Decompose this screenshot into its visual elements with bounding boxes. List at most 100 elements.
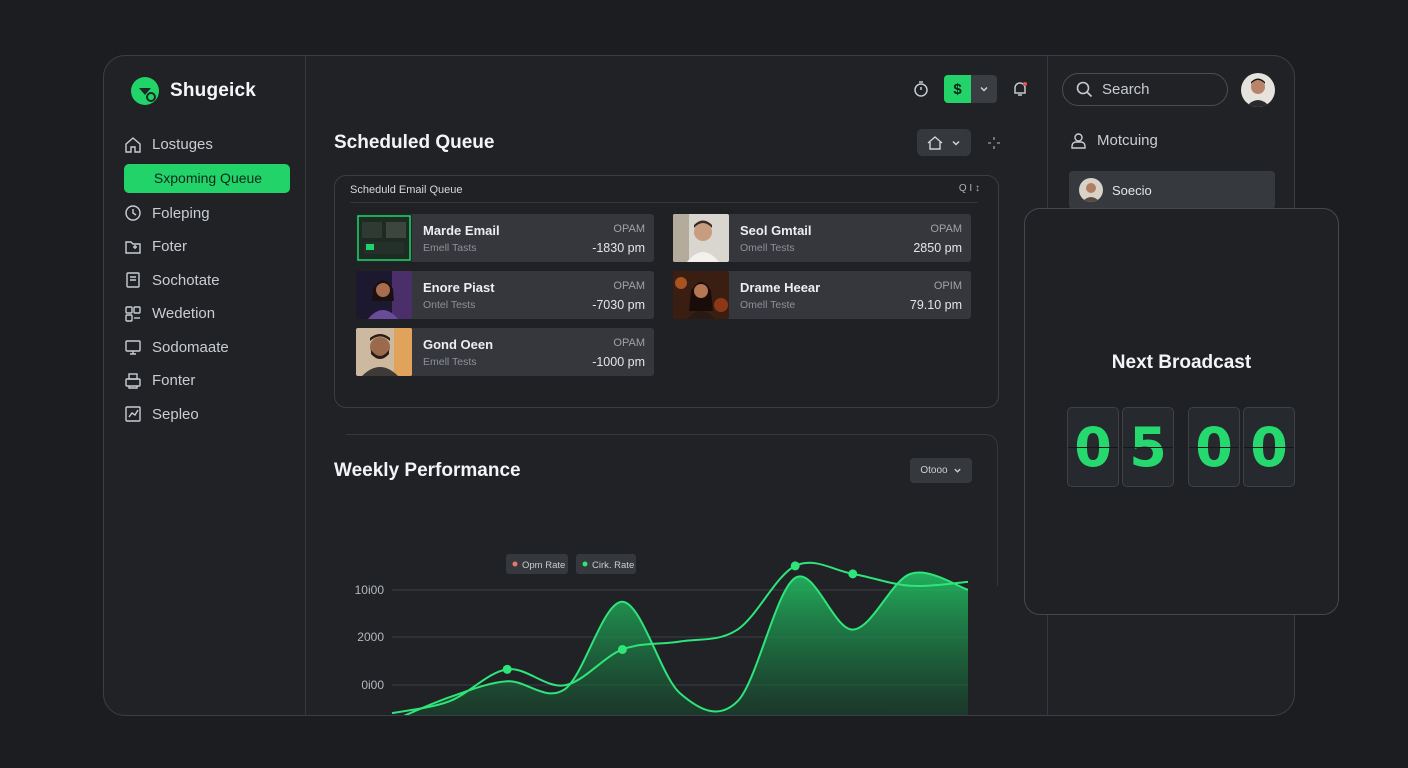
email-queue-panel: Scheduld Email Queue Q I ↕ Marde Email E… <box>334 175 999 408</box>
performance-title: Weekly Performance <box>334 460 521 481</box>
data-point <box>848 569 858 579</box>
card-ampm: OPAM <box>613 337 645 349</box>
chevron-down-icon[interactable] <box>971 75 997 103</box>
search-input[interactable]: Search <box>1062 73 1228 106</box>
performance-panel-border <box>346 434 998 586</box>
sidebar-item-printer[interactable]: Fonter <box>122 364 292 398</box>
search-icon <box>1076 81 1093 98</box>
folder-icon <box>125 241 141 254</box>
clock-icon <box>125 205 141 221</box>
sidebar-nav: Lostuges Sxpoming Queue Foleping Foter S… <box>122 128 292 431</box>
card-title: Gond Oeen <box>423 337 494 352</box>
countdown-digit: 5 <box>1122 407 1174 487</box>
card-time: 79.10 pm <box>909 298 962 312</box>
grid-icon <box>125 306 141 322</box>
data-point <box>617 644 627 654</box>
sidebar: Shugeick Lostuges Sxpoming Queue Folepin… <box>104 56 306 715</box>
logo-icon <box>131 77 159 105</box>
brand[interactable]: Shugeick <box>130 76 256 106</box>
sidebar-item-home[interactable]: Lostuges <box>122 128 292 162</box>
view-dropdown[interactable] <box>917 129 971 156</box>
legend-marker <box>512 561 518 567</box>
dollar-button[interactable]: $ <box>944 75 971 103</box>
y-tick-label: 2000 <box>357 630 384 644</box>
speaker-item[interactable]: Soecio <box>1069 171 1275 209</box>
card-ampm: OPAM <box>613 223 645 235</box>
home-icon <box>927 135 943 150</box>
home-icon <box>125 136 141 153</box>
card-subtitle: Omell Tests <box>740 242 795 254</box>
sidebar-item-label: Foleping <box>152 204 210 222</box>
queue-card[interactable]: Gond Oeen Emell Tests OPAM -1000 pm <box>356 328 654 376</box>
dropdown-label: Otooo <box>920 465 948 476</box>
legend-marker <box>582 561 588 567</box>
queue-panel-title: Scheduld Email Queue <box>350 184 463 196</box>
legend-item <box>506 554 568 574</box>
sidebar-item-chart[interactable]: Sepleo <box>122 398 292 432</box>
thumb-green-room <box>356 214 412 262</box>
speaker-label: Soecio <box>1112 182 1152 198</box>
legend-label: Opm Rate <box>522 560 565 571</box>
timer-icon <box>914 81 928 97</box>
sidebar-item-label: Sodomaate <box>152 338 229 356</box>
monitor-icon <box>125 340 141 355</box>
card-subtitle: Emell Tests <box>423 356 477 368</box>
sidebar-item-label: Sochotate <box>152 271 220 289</box>
sidebar-item-clock[interactable]: Foleping <box>122 197 292 231</box>
app-name: Shugeick <box>170 80 257 101</box>
user-icon <box>1071 133 1086 149</box>
area-series-click-rate <box>405 572 968 715</box>
card-ampm: OPAM <box>613 280 645 292</box>
data-point <box>502 664 512 674</box>
y-tick-label: 0i00 <box>361 678 384 692</box>
sidebar-item-monitor[interactable]: Sodomaate <box>122 331 292 365</box>
card-title: Enore Piast <box>423 280 495 295</box>
sidebar-item-label: Lostuges <box>152 136 213 154</box>
chevron-down-icon <box>953 468 961 473</box>
card-time: 2850 pm <box>913 241 962 255</box>
queue-card[interactable]: Drame Heear Omell Teste OPIM 79.10 pm <box>673 271 971 319</box>
printer-icon <box>125 373 141 389</box>
card-subtitle: Ontel Tests <box>423 299 476 311</box>
performance-range-dropdown[interactable]: Otooo <box>910 458 972 483</box>
thumb-man-shirt <box>673 214 729 262</box>
queue-card[interactable]: Enore Piast Ontel Tests OPAM -7030 pm <box>356 271 654 319</box>
card-ampm: OPAM <box>930 223 962 235</box>
notification-button[interactable] <box>1007 76 1033 102</box>
sidebar-item-folder[interactable]: Foter <box>122 230 292 264</box>
card-subtitle: Omell Teste <box>740 299 796 311</box>
queue-card[interactable]: Marde Email Emell Tasts OPAM -1830 pm <box>356 214 654 262</box>
search-placeholder: Search <box>1102 81 1150 98</box>
queue-panel-tools[interactable]: Q I ↕ <box>958 183 980 194</box>
timer-button[interactable] <box>908 76 934 102</box>
main-content: $ Scheduled Queue Scheduld Email Queue Q… <box>306 56 1048 715</box>
document-icon <box>126 272 140 288</box>
sidebar-item-grid[interactable]: Wedetion <box>122 297 292 331</box>
card-title: Seol Gmtail <box>740 223 812 238</box>
sidebar-item-document[interactable]: Sochotate <box>122 264 292 298</box>
countdown-digit: 0 <box>1188 407 1240 487</box>
sidebar-item-label: Sepleo <box>152 405 199 423</box>
queue-controls <box>917 129 1001 156</box>
card-time: -7030 pm <box>592 298 645 312</box>
countdown-digits: 0 5 0 0 <box>1067 407 1295 487</box>
billing-dropdown[interactable]: $ <box>944 75 997 103</box>
y-tick-label: 10i00 <box>355 583 385 597</box>
move-icon[interactable] <box>987 136 1001 150</box>
sidebar-item-upcoming-queue[interactable]: Sxpoming Queue <box>124 163 290 193</box>
card-time: -1830 pm <box>592 241 645 255</box>
card-subtitle: Emell Tasts <box>423 242 477 254</box>
meeting-item[interactable]: Motcuing <box>1070 132 1158 149</box>
divider <box>350 202 978 203</box>
card-title: Marde Email <box>423 223 500 238</box>
sidebar-item-label: Foter <box>152 238 188 256</box>
topbar-actions: $ <box>908 75 1033 103</box>
sidebar-item-label: Sxpoming Queue <box>153 170 263 186</box>
card-ampm: OPIM <box>933 280 962 292</box>
queue-card[interactable]: Seol Gmtail Omell Tests OPAM 2850 pm <box>673 214 971 262</box>
avatar[interactable] <box>1241 73 1275 107</box>
bell-icon <box>1014 82 1027 96</box>
countdown-digit: 0 <box>1067 407 1119 487</box>
legend-item <box>576 554 636 574</box>
